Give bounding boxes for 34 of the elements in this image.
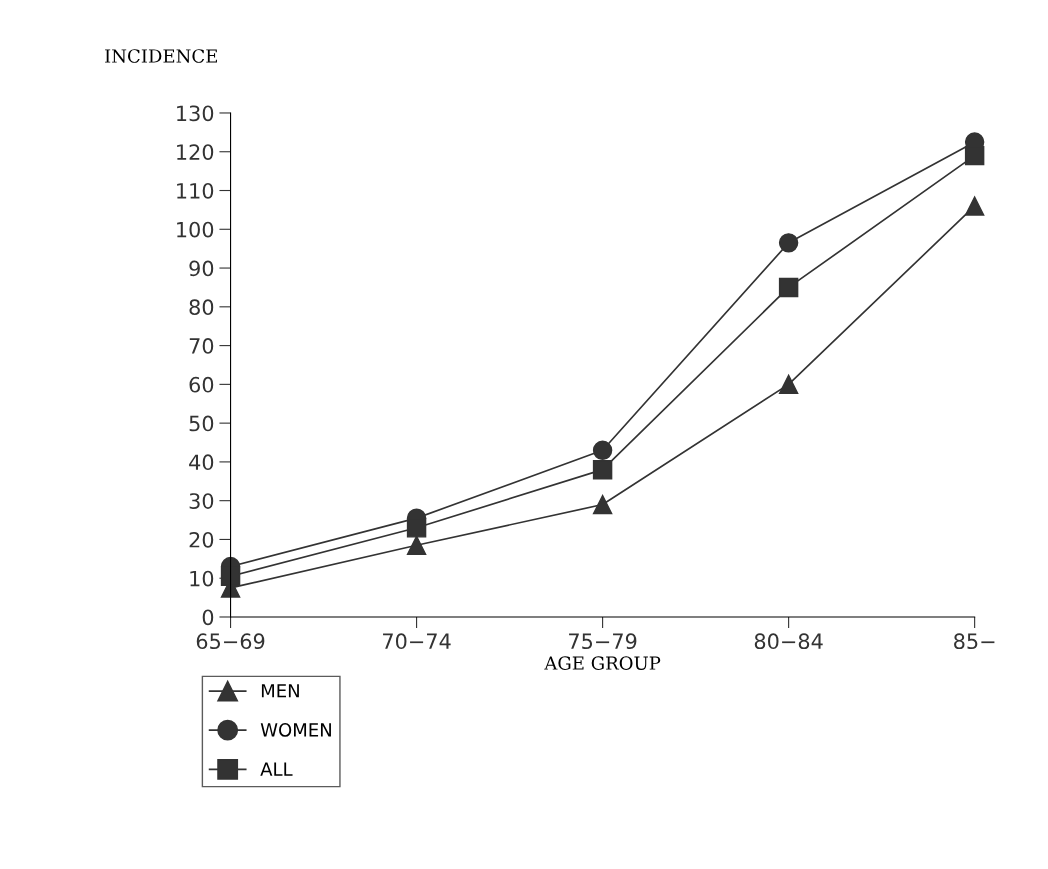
point [778, 233, 799, 253]
y-tick-label: 100 [177, 221, 214, 238]
y-tick-label: 40 [189, 454, 214, 471]
point [964, 196, 985, 216]
y-tick-label: 130 [177, 105, 214, 122]
legend-label: ALL [260, 762, 293, 776]
y-tick-label: 10 [190, 570, 214, 587]
y-tick-label: 20 [189, 531, 214, 548]
y-tick-label: 70 [189, 338, 214, 354]
y-tick-label: 80 [189, 299, 214, 316]
point [964, 145, 985, 166]
y-tick-label: 0 [202, 609, 214, 626]
y-tick-label: 110 [177, 182, 214, 199]
y-tick-label: 120 [177, 144, 214, 160]
y-tick-label: 30 [189, 493, 214, 509]
point [778, 374, 799, 395]
y-tick-label: 90 [189, 260, 214, 277]
point [592, 440, 613, 460]
legend-label: WOMEN [260, 723, 331, 737]
x-tick-label: 75−79 [569, 633, 637, 650]
x-tick-label: 80−84 [754, 633, 823, 650]
x-tick-label: 85− [954, 633, 995, 650]
y-tick-label: 60 [189, 376, 214, 393]
x-tick-label: 65−69 [196, 633, 265, 650]
x-tick-label: 70−74 [383, 633, 451, 650]
legend-label: MEN [261, 684, 299, 698]
point [592, 459, 613, 480]
point [592, 494, 613, 515]
y-tick-label: 50 [189, 415, 214, 432]
x-axis-title: AGE GROUP [544, 656, 661, 670]
point [406, 518, 427, 538]
y-axis-title: INCIDENCE [105, 49, 217, 63]
point [406, 535, 427, 555]
point [778, 277, 799, 298]
